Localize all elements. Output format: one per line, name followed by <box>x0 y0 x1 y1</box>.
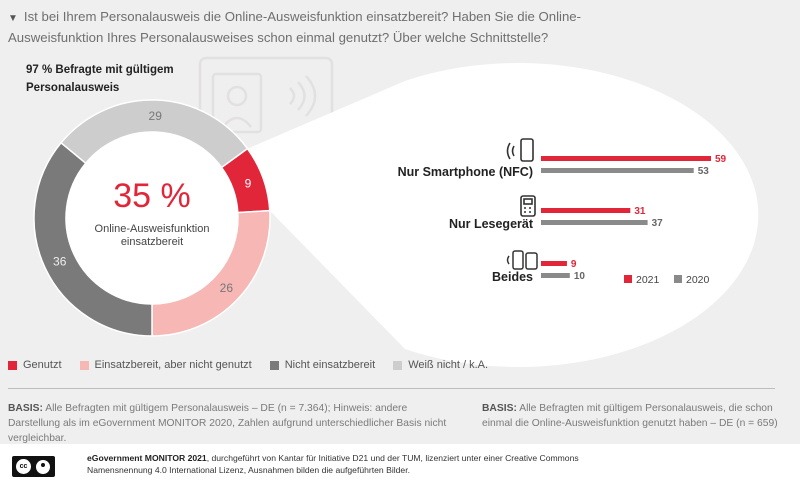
bar-2021 <box>541 261 567 266</box>
bar-category-label: Beides <box>492 270 533 284</box>
bar-value-label: 10 <box>574 271 586 282</box>
legend-label: Weiß nicht / k.A. <box>408 359 489 371</box>
footer-title: eGovernment MONITOR 2021 <box>87 453 207 463</box>
basis-right: BASIS: Alle Befragten mit gültigem Perso… <box>482 401 782 431</box>
legend-item: Einsatzbereit, aber nicht genutzt <box>79 359 252 371</box>
bar-category-label: Nur Lesegerät <box>449 217 534 231</box>
legend-swatch <box>269 360 279 370</box>
basis-right-label: BASIS: <box>482 403 517 414</box>
bar-icons <box>506 138 538 270</box>
smartphone-and-reader-icon <box>506 250 538 270</box>
bar-value-label: 37 <box>652 218 664 229</box>
basis-right-text: Alle Befragten mit gültigem Personalausw… <box>482 403 778 429</box>
cc-icon: cc <box>16 459 31 474</box>
bar-value-label: 53 <box>698 166 710 177</box>
legend-label: Einsatzbereit, aber nicht genutzt <box>94 359 252 371</box>
center-value: 35 % <box>113 177 191 215</box>
id-card-illustration <box>198 56 334 152</box>
bar-legend-swatch <box>624 275 632 283</box>
by-person-icon <box>36 459 50 474</box>
bar-2020 <box>541 168 694 173</box>
bar-2021 <box>541 208 631 213</box>
donut-chart: 9 26 36 29 <box>33 99 271 337</box>
bar-2021 <box>541 156 711 161</box>
divider <box>8 388 775 389</box>
legend-item: Genutzt <box>8 359 62 371</box>
bar-2020 <box>541 220 648 225</box>
donut-value-label: 36 <box>53 254 67 268</box>
magnifier-lens <box>247 63 759 367</box>
bar-chart: Nur Smartphone (NFC) 59 53 Nur Lesegerät 31 3… <box>398 154 727 284</box>
respondents-label: 97 % Befragte mit gültigem Personalauswe… <box>26 64 174 94</box>
legend-swatch <box>8 360 17 370</box>
legend-label: Genutzt <box>23 359 62 371</box>
bar-2020 <box>541 273 570 278</box>
basis-left-label: BASIS: <box>8 403 43 414</box>
bar-legend: 2021 2020 <box>624 274 710 286</box>
legend-label: Nicht einsatzbereit <box>284 359 376 371</box>
legend-item: Nicht einsatzbereit <box>269 359 376 371</box>
question-text: ▼ Ist bei Ihrem Personalausweis die Onlin… <box>8 7 648 47</box>
footer-text: , durchgeführt von Kantar für Initiative… <box>87 453 579 475</box>
bar-legend-label: 2021 <box>636 274 660 286</box>
donut-value-label: 26 <box>220 281 234 295</box>
donut-value-label: 29 <box>149 109 163 123</box>
donut-value-label: 9 <box>245 176 252 190</box>
collapse-triangle-icon[interactable]: ▼ <box>8 13 18 24</box>
basis-left-text: Alle Befragten mit gültigem Personalausw… <box>8 403 447 444</box>
bar-value-label: 9 <box>571 259 577 270</box>
legend-swatch <box>79 360 89 370</box>
donut-legend: Genutzt Einsatzbereit, aber nicht genutzt… <box>8 358 506 372</box>
footer: cc eGovernment MONITOR 2021, durchgeführ… <box>0 444 800 489</box>
question-label: Ist bei Ihrem Personalausweis die Online… <box>8 9 582 45</box>
cc-license-badge: cc <box>12 456 55 477</box>
basis-left: BASIS: Alle Befragten mit gültigem Perso… <box>8 401 458 446</box>
bar-legend-label: 2020 <box>686 274 710 286</box>
center-label: Online-Ausweisfunktion einsatzbereit <box>95 223 210 248</box>
legend-item: Weiß nicht / k.A. <box>393 359 488 371</box>
legend-swatch <box>393 360 403 370</box>
bar-value-label: 31 <box>634 206 646 217</box>
smartphone-nfc-icon <box>506 138 534 162</box>
footer-credit: eGovernment MONITOR 2021, durchgeführt v… <box>87 452 607 476</box>
bar-value-label: 59 <box>715 154 727 165</box>
donut-hole <box>66 132 238 304</box>
bar-category-label: Nur Smartphone (NFC) <box>398 165 533 179</box>
card-reader-icon <box>520 195 536 217</box>
bar-legend-swatch <box>674 275 682 283</box>
